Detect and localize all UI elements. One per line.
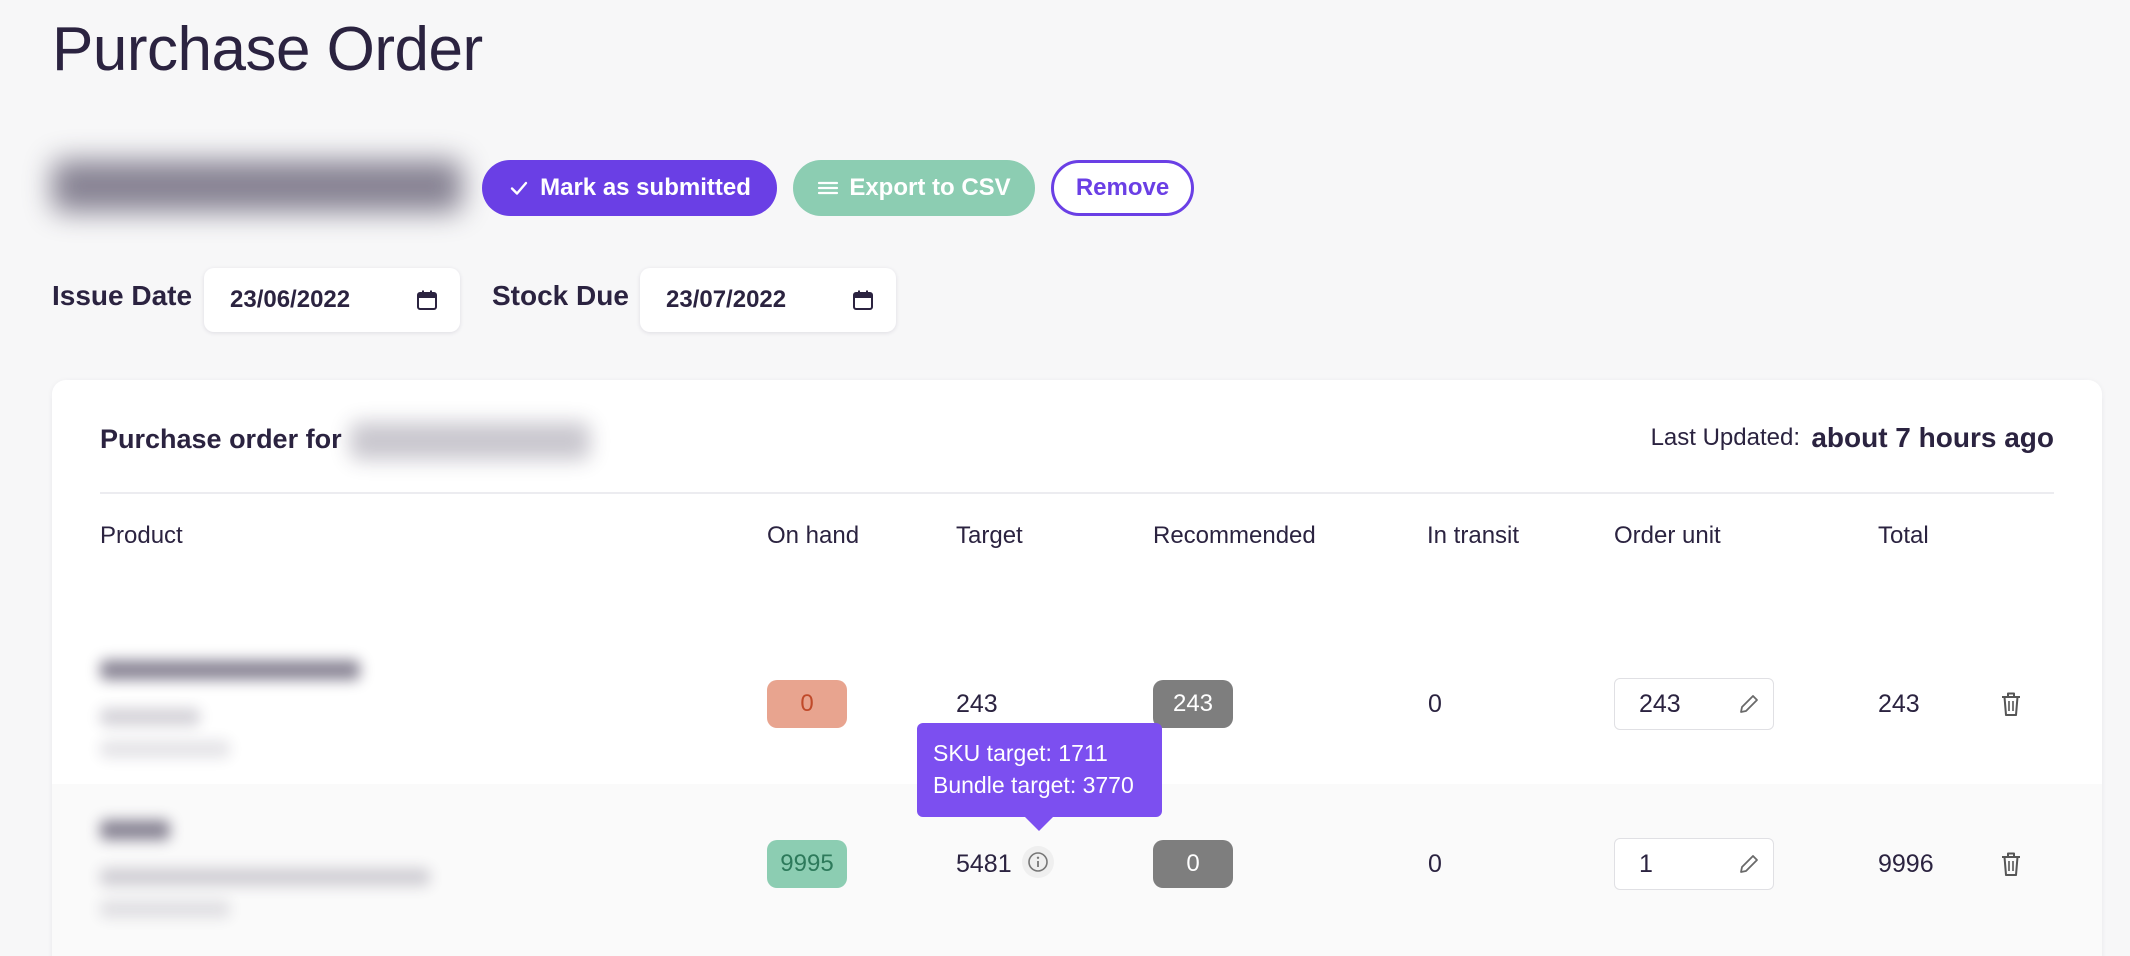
- mark-as-submitted-label: Mark as submitted: [540, 174, 751, 201]
- column-header-total: Total: [1878, 522, 1929, 549]
- divider: [100, 492, 2054, 494]
- export-csv-label: Export to CSV: [849, 174, 1011, 201]
- export-csv-button[interactable]: Export to CSV: [793, 160, 1035, 216]
- pencil-icon[interactable]: [1737, 852, 1761, 876]
- on-hand-badge: 9995: [767, 840, 847, 888]
- page-title: Purchase Order: [52, 15, 483, 84]
- issue-date-value: 23/06/2022: [230, 286, 351, 313]
- issue-date-label: Issue Date: [52, 280, 193, 311]
- product-variant-redacted: [100, 708, 200, 726]
- last-updated-label: Last Updated:: [1650, 424, 1800, 451]
- column-header-in-transit: In transit: [1427, 522, 1520, 549]
- column-header-target: Target: [956, 522, 1023, 549]
- recommended-badge: 243: [1153, 680, 1233, 728]
- target-value: 243: [956, 690, 998, 718]
- tooltip-bundle-target: Bundle target: 3770: [933, 772, 1134, 798]
- mark-as-submitted-button[interactable]: Mark as submitted: [482, 160, 777, 216]
- issue-date-input[interactable]: 23/06/2022: [204, 268, 460, 332]
- total-value: 243: [1878, 690, 1920, 718]
- location-name-redacted: [350, 422, 590, 460]
- last-updated-value: about 7 hours ago: [1811, 422, 2054, 453]
- calendar-icon[interactable]: [852, 289, 874, 311]
- on-hand-badge: 0: [767, 680, 847, 728]
- remove-button[interactable]: Remove: [1051, 160, 1194, 216]
- card-title: Purchase order for: [100, 424, 342, 454]
- order-unit-value: 1: [1639, 849, 1653, 878]
- check-icon: [508, 177, 530, 199]
- target-value: 5481: [956, 850, 1012, 878]
- total-value: 9996: [1878, 850, 1934, 878]
- supplier-name-redacted: [52, 160, 462, 212]
- product-variant-redacted: [100, 868, 430, 886]
- stock-due-label: Stock Due: [492, 280, 629, 311]
- column-header-recommended: Recommended: [1153, 522, 1316, 549]
- stock-due-input[interactable]: 23/07/2022: [640, 268, 896, 332]
- product-name-redacted: [100, 820, 170, 840]
- list-icon: [817, 177, 839, 199]
- order-unit-value: 243: [1639, 689, 1681, 718]
- calendar-icon[interactable]: [416, 289, 438, 311]
- in-transit-value: 0: [1428, 690, 1442, 718]
- column-header-product: Product: [100, 522, 183, 549]
- target-tooltip: SKU target: 1711 Bundle target: 3770: [917, 723, 1162, 831]
- stock-due-value: 23/07/2022: [666, 286, 787, 313]
- info-icon[interactable]: [1022, 846, 1054, 878]
- tooltip-sku-target: SKU target: 1711: [933, 740, 1108, 766]
- trash-icon[interactable]: [1998, 690, 2024, 718]
- in-transit-value: 0: [1428, 850, 1442, 878]
- product-name-redacted: [100, 660, 360, 680]
- product-title-redacted: [100, 740, 230, 758]
- column-header-on-hand: On hand: [767, 522, 860, 549]
- order-unit-input[interactable]: 243: [1614, 678, 1774, 730]
- pencil-icon[interactable]: [1737, 692, 1761, 716]
- column-header-order-unit: Order unit: [1614, 522, 1721, 549]
- trash-icon[interactable]: [1998, 850, 2024, 878]
- product-title-redacted: [100, 900, 230, 918]
- order-unit-input[interactable]: 1: [1614, 838, 1774, 890]
- recommended-badge: 0: [1153, 840, 1233, 888]
